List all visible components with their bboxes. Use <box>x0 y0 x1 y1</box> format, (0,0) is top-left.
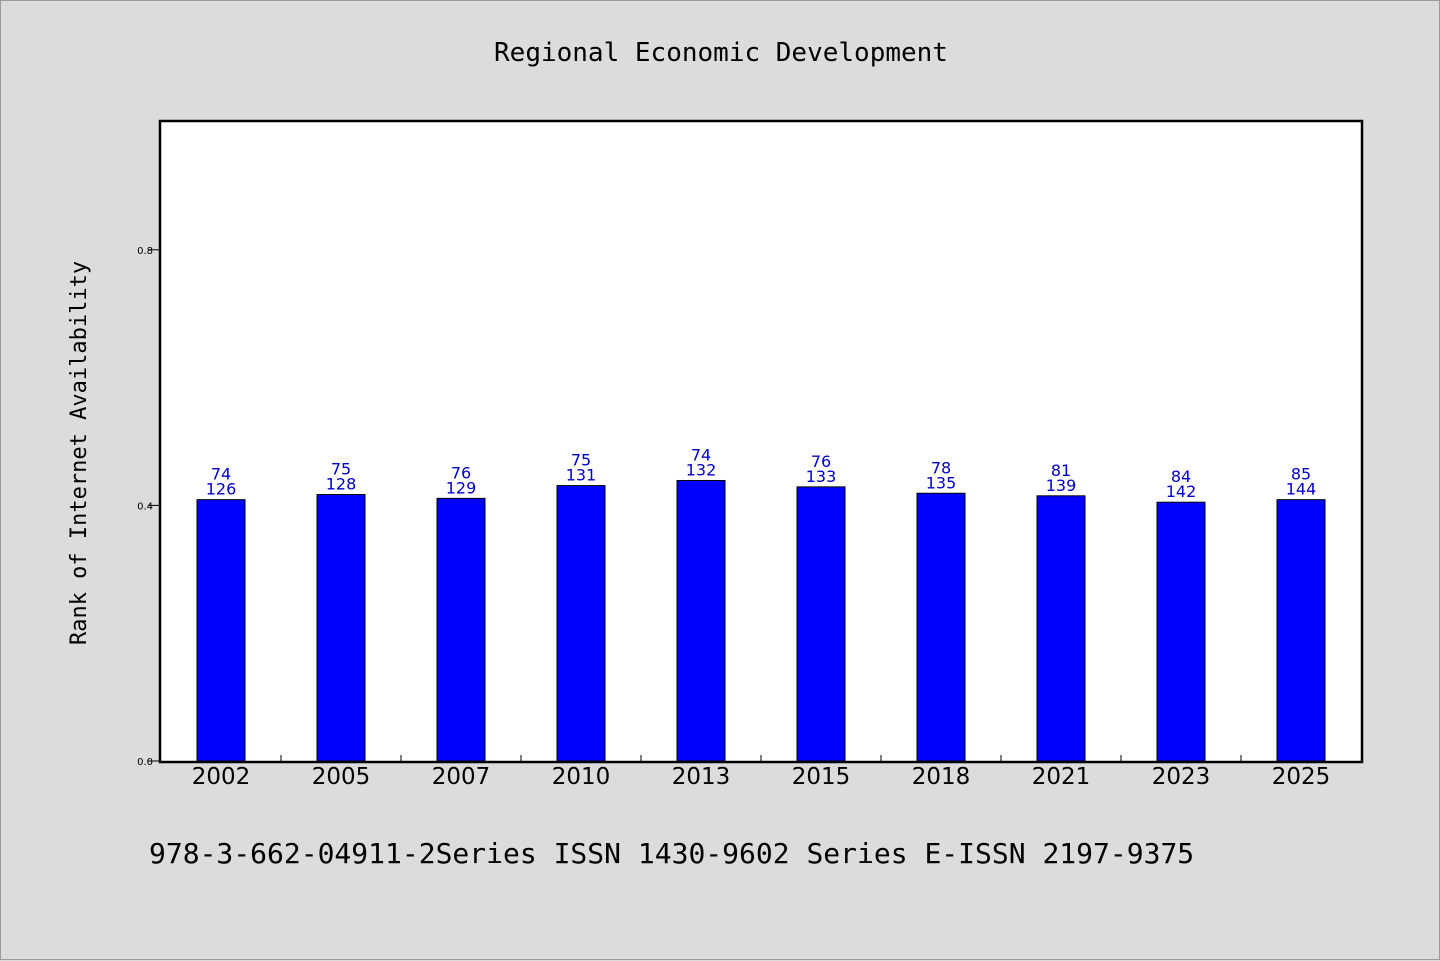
data-label-top: 78 <box>931 458 951 477</box>
data-label-bottom: 129 <box>446 478 477 497</box>
x-tick-label: 2023 <box>1152 764 1211 790</box>
x-axis: 2002 2005 2007 2010 2013 2015 2018 2021 2023 2025 <box>192 755 1331 790</box>
bar-2025 <box>1276 499 1326 762</box>
bar-2023 <box>1156 501 1206 762</box>
bar-2005 <box>316 494 366 762</box>
data-label-bottom: 133 <box>806 467 837 486</box>
x-tick-label: 2018 <box>912 764 971 790</box>
data-label-top: 76 <box>451 463 471 482</box>
footer-isbn-text: 978-3-662-04911-2Series ISSN 1430-9602 S… <box>149 837 1194 870</box>
data-label-bottom: 132 <box>686 460 717 479</box>
x-tick-label: 2010 <box>552 764 611 790</box>
y-tick-label: 0.8 <box>137 246 153 257</box>
x-tick-label: 2025 <box>1272 764 1331 790</box>
data-label-bottom: 135 <box>926 473 957 492</box>
bar-2007 <box>436 497 486 762</box>
y-tick-label: 0.0 <box>137 757 153 768</box>
data-label-top: 74 <box>691 445 711 464</box>
data-label-bottom: 128 <box>326 475 357 494</box>
data-label-bottom: 144 <box>1286 480 1317 499</box>
x-tick-label: 2021 <box>1032 764 1091 790</box>
data-label-top: 74 <box>211 465 231 484</box>
data-label-top: 81 <box>1051 461 1071 480</box>
x-tick-label: 2013 <box>672 764 731 790</box>
data-label-top: 75 <box>571 451 591 470</box>
bar-2018 <box>916 492 966 762</box>
bar-2010 <box>556 485 606 762</box>
bar-2002 <box>196 499 246 762</box>
y-tick-label: 0.4 <box>137 501 153 512</box>
data-label-top: 84 <box>1171 467 1191 486</box>
y-axis: 0.0 0.4 0.8 <box>137 246 160 768</box>
bar-2015 <box>796 486 846 762</box>
bar-series <box>196 479 1326 762</box>
x-tick-label: 2005 <box>312 764 371 790</box>
bar-2021 <box>1036 495 1086 762</box>
x-tick-label: 2007 <box>432 764 491 790</box>
data-label-top: 76 <box>811 452 831 471</box>
data-label-bottom: 142 <box>1166 482 1197 501</box>
data-label-top: 85 <box>1291 465 1311 484</box>
data-label-top: 75 <box>331 460 351 479</box>
bar-2013 <box>676 479 726 762</box>
x-tick-label: 2002 <box>192 764 251 790</box>
x-tick-label: 2015 <box>792 764 851 790</box>
data-label-bottom: 126 <box>206 480 237 499</box>
chart-title: Regional Economic Development <box>494 38 948 68</box>
data-label-bottom: 139 <box>1046 476 1077 495</box>
data-label-bottom: 131 <box>566 466 597 485</box>
y-axis-label: Rank of Internet Availability <box>67 261 92 645</box>
